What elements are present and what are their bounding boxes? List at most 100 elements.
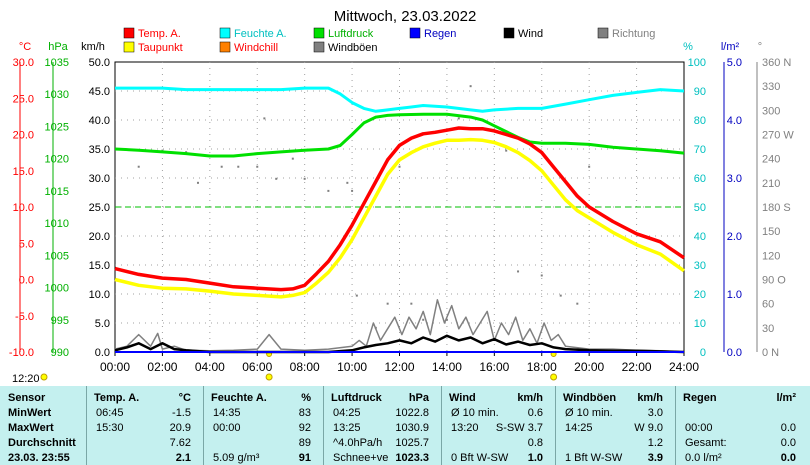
- tick-label-direction: 270 W: [762, 130, 794, 142]
- tick-label-pressure: 990: [51, 347, 69, 359]
- tick-label-rain: 2.0: [727, 231, 742, 243]
- direction-point: [457, 117, 460, 120]
- tick-label-pressure: 1005: [45, 250, 69, 262]
- tick-label-direction: 30: [762, 323, 774, 335]
- tick-label-humidity: 20: [694, 289, 706, 301]
- tick-label-temp: -5.0: [15, 311, 34, 323]
- axis-unit-temp: °C: [19, 41, 31, 53]
- x-tick-label: 24:00: [669, 360, 699, 374]
- tick-label-direction: 330: [762, 81, 780, 93]
- legend-label: Taupunkt: [138, 42, 183, 54]
- stats-cell-value: 0.0: [780, 422, 796, 434]
- tick-label-wind: 50.0: [89, 57, 110, 69]
- stats-cell-value: 83: [298, 407, 311, 419]
- tick-label-direction: 150: [762, 226, 780, 238]
- tick-label-humidity: 70: [694, 144, 706, 156]
- tick-label-rain: 4.0: [727, 115, 742, 127]
- legend-swatch: [409, 27, 421, 39]
- tick-label-pressure: 1035: [45, 57, 69, 69]
- tick-label-rain: 1.0: [727, 289, 742, 301]
- legend-label: Temp. A.: [138, 28, 181, 40]
- stats-cell-value: 3.0: [647, 407, 663, 419]
- direction-point: [355, 294, 358, 297]
- tick-label-wind: 35.0: [89, 144, 110, 156]
- direction-point: [137, 165, 140, 168]
- x-tick-label: 20:00: [574, 360, 604, 374]
- stats-column-header: Wind: [449, 392, 476, 404]
- stats-cell-value: 1030.9: [395, 422, 429, 434]
- x-tick-label: 10:00: [337, 360, 367, 374]
- stats-column-unit: km/h: [637, 392, 663, 404]
- series-wind: [114, 334, 685, 354]
- stats-cell-label: 1 Bft W-SW: [565, 452, 623, 464]
- stats-cell-label: 04:25: [333, 407, 361, 419]
- tick-label-temp: 15.0: [13, 166, 34, 178]
- stats-cell-value: 7.62: [169, 437, 191, 449]
- stats-row-label: Durchschnitt: [8, 437, 76, 449]
- direction-point: [505, 149, 508, 152]
- direction-point: [422, 318, 425, 321]
- tick-label-humidity: 10: [694, 318, 706, 330]
- axis-unit-humidity: %: [683, 41, 693, 53]
- legend-swatch: [597, 27, 609, 39]
- stats-cell-label: Ø 10 min.: [565, 407, 613, 419]
- stats-column-separator: [555, 386, 556, 465]
- stats-cell-label: ^4.0hPa/h: [333, 437, 383, 449]
- tick-label-wind: 5.0: [95, 318, 110, 330]
- direction-point: [576, 302, 579, 305]
- stats-cell-value: 0.8: [527, 437, 543, 449]
- stats-cell-label: 13:20: [451, 422, 479, 434]
- legend-label: Windböen: [328, 42, 378, 54]
- legend-swatch: [123, 41, 135, 53]
- series-temp-a-: [114, 126, 685, 292]
- tick-label-temp: 0.0: [19, 275, 34, 287]
- stats-row-label: MaxWert: [8, 422, 54, 434]
- tick-label-direction: 0 N: [762, 347, 779, 359]
- stats-column-unit: hPa: [408, 392, 429, 404]
- tick-label-rain: 0.0: [727, 347, 742, 359]
- axis-unit-direction: °: [758, 41, 762, 53]
- stats-column-separator: [86, 386, 87, 465]
- tick-label-pressure: 1025: [45, 121, 69, 133]
- tick-label-direction: 60: [762, 299, 774, 311]
- stats-cell-value: 0.6: [527, 407, 543, 419]
- x-tick-label: 12:00: [384, 360, 414, 374]
- series-feuchte-a-: [115, 86, 685, 113]
- tick-label-wind: 40.0: [89, 115, 110, 127]
- stats-column-separator: [441, 386, 442, 465]
- tick-label-rain: 3.0: [727, 173, 742, 185]
- tick-label-wind: 30.0: [89, 173, 110, 185]
- legend-label: Feuchte A.: [234, 28, 287, 40]
- tick-label-rain: 5.0: [727, 57, 742, 69]
- legend-label: Regen: [424, 28, 456, 40]
- timestamp-left: 12:20: [12, 373, 40, 385]
- stats-cell-value: 3.9: [647, 452, 663, 464]
- direction-point: [275, 177, 278, 180]
- stats-cell-value: 91: [298, 452, 311, 464]
- tick-label-pressure: 1010: [45, 218, 69, 230]
- direction-point: [398, 165, 401, 168]
- tick-label-wind: 45.0: [89, 86, 110, 98]
- stats-cell-label: 14:25: [565, 422, 593, 434]
- stats-cell-value: 92: [298, 422, 311, 434]
- stats-cell-value: -1.5: [172, 407, 191, 419]
- stats-cell-value: 20.9: [169, 422, 191, 434]
- stats-cell-label: 0.0 l/m²: [685, 452, 722, 464]
- tick-label-temp: 25.0: [13, 93, 34, 105]
- tick-label-wind: 15.0: [89, 260, 110, 272]
- tick-label-humidity: 30: [694, 260, 706, 272]
- direction-point: [327, 189, 330, 192]
- tick-label-direction: 240: [762, 154, 780, 166]
- legend-swatch: [123, 27, 135, 39]
- tick-label-humidity: 60: [694, 173, 706, 185]
- direction-point: [540, 274, 543, 277]
- stats-cell-label: 13:25: [333, 422, 361, 434]
- direction-point: [588, 165, 591, 168]
- legend-label: Richtung: [612, 28, 655, 40]
- legend-label: Luftdruck: [328, 28, 374, 40]
- stats-column-unit: °C: [178, 392, 191, 404]
- direction-point: [237, 165, 240, 168]
- stats-cell-label: 00:00: [213, 422, 241, 434]
- stats-cell-value: 1.2: [647, 437, 663, 449]
